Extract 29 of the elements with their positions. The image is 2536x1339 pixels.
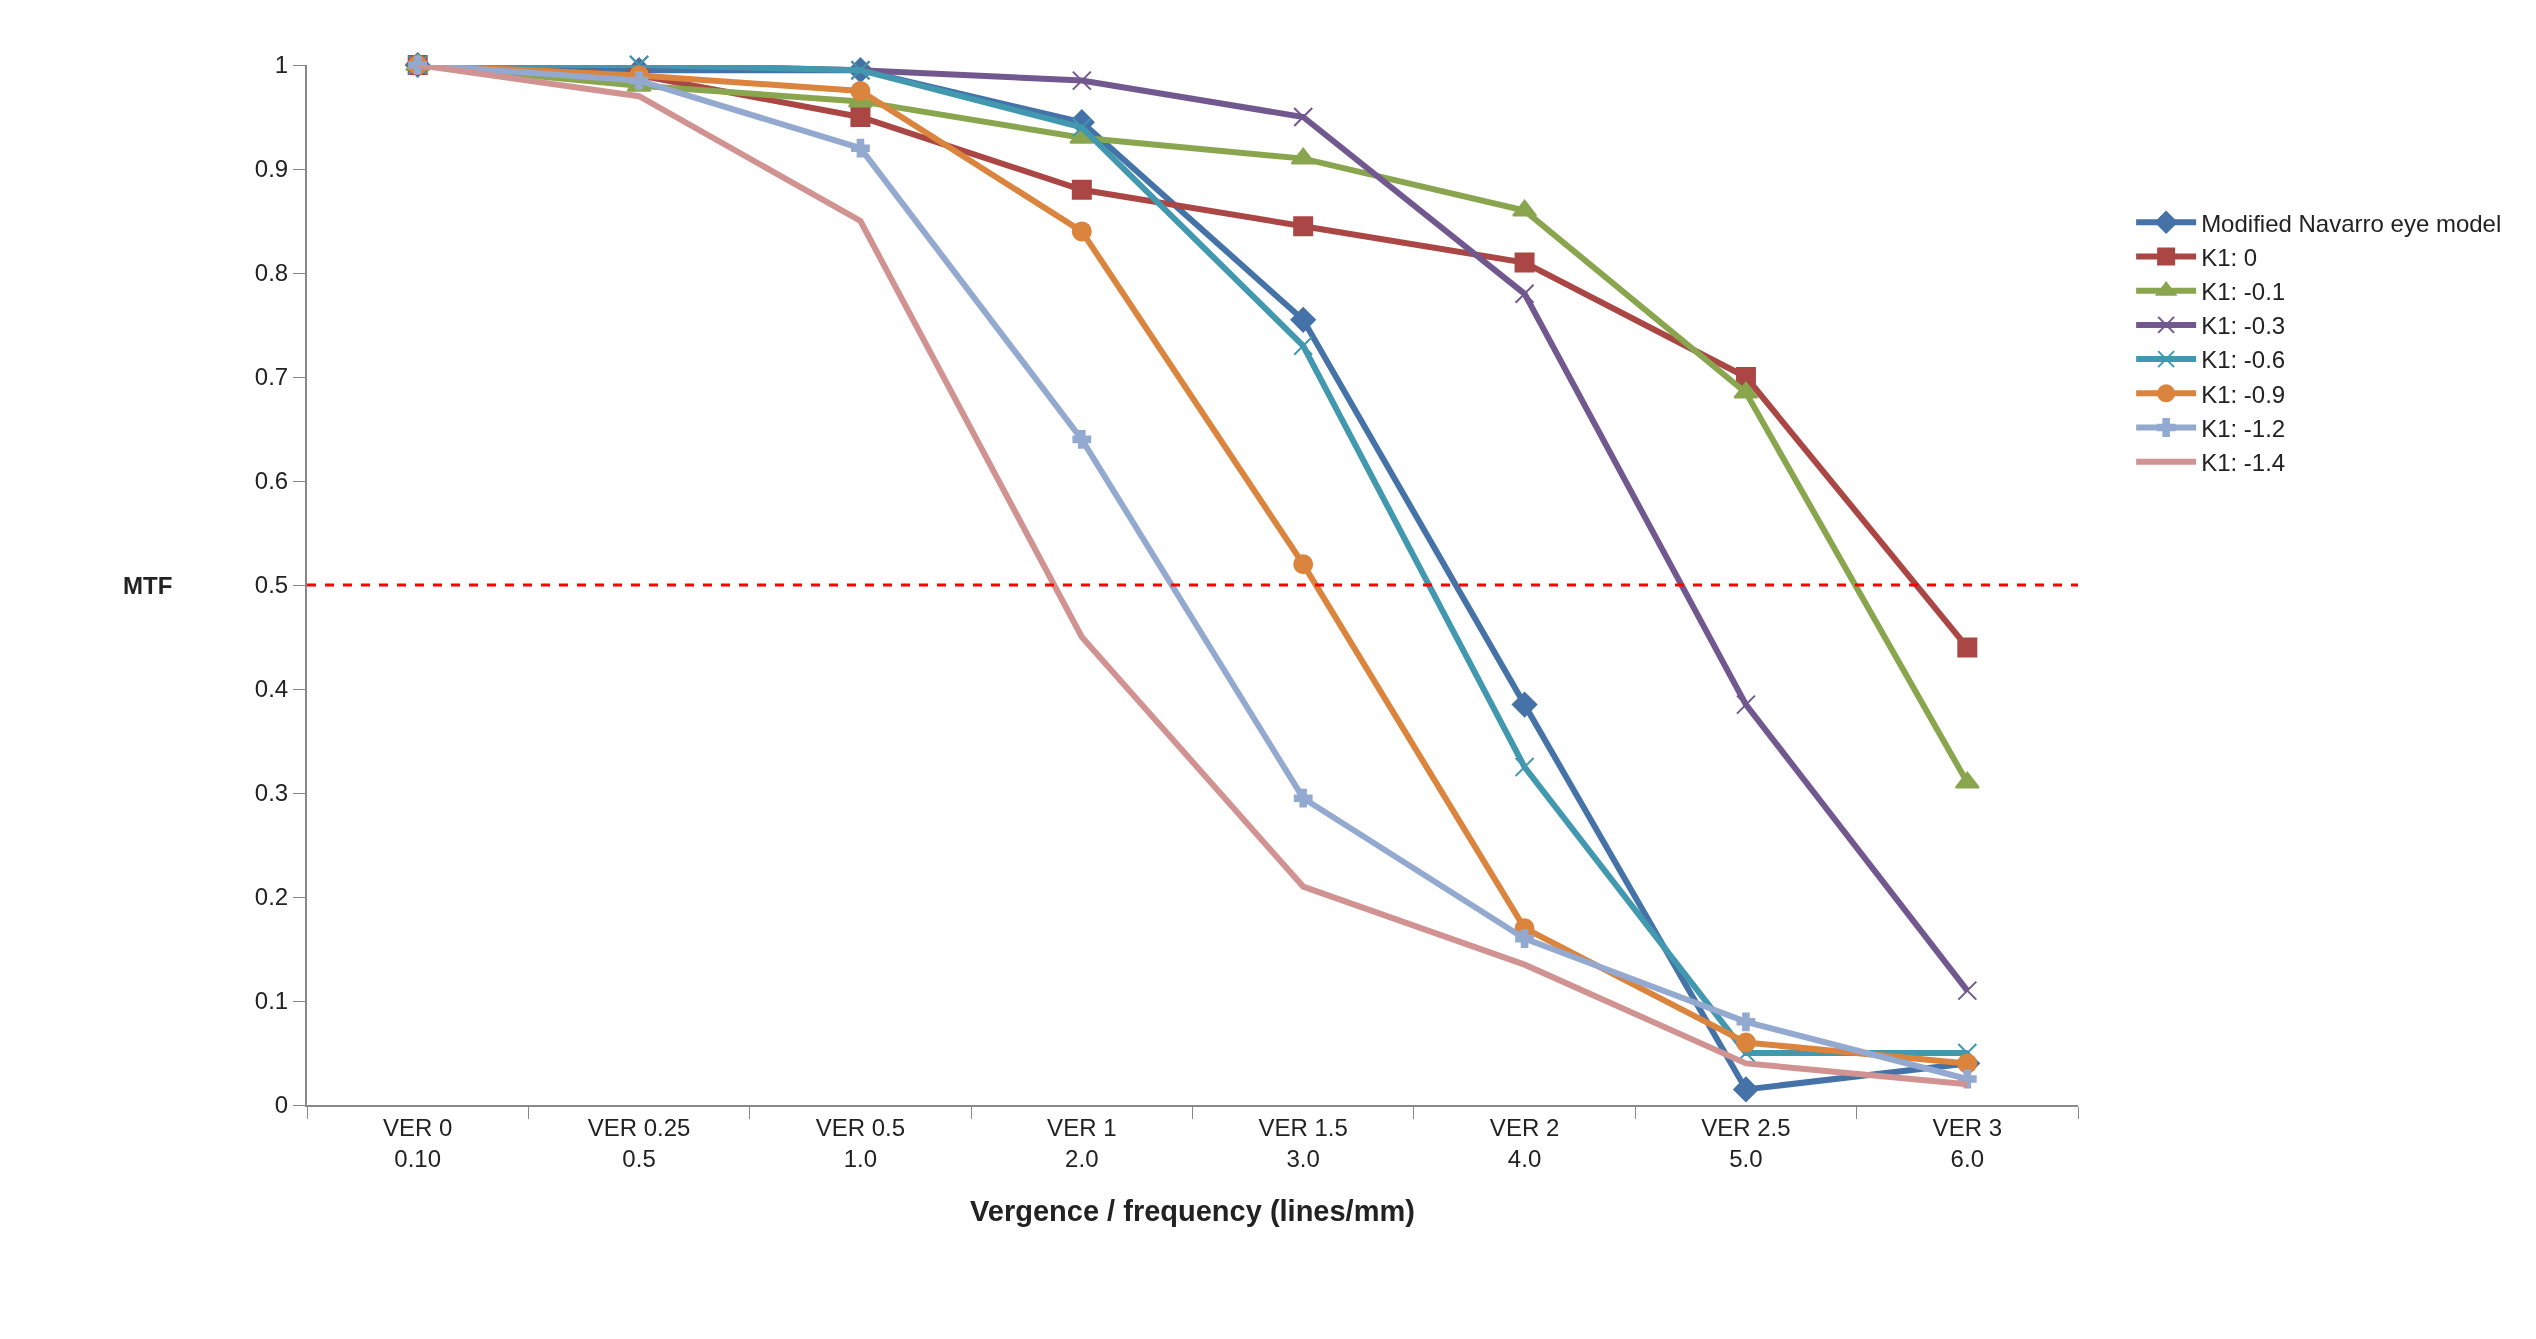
y-tick-label: 1 — [274, 51, 289, 79]
legend-label: K1: -1.4 — [2201, 449, 2286, 477]
y-tick-label: 0.2 — [254, 883, 289, 911]
x-tick-label: VER 0.5 1.0 — [815, 1113, 906, 1172]
y-tick-label: 0.7 — [254, 363, 289, 391]
legend-label: K1: -0.1 — [2201, 278, 2286, 306]
y-tick-label: 0.3 — [254, 779, 289, 807]
legend-label: K1: -1.2 — [2201, 414, 2286, 442]
y-tick-label: 0.8 — [254, 259, 289, 287]
legend-label: K1: 0 — [2201, 243, 2258, 271]
x-tick-label: VER 2.5 5.0 — [1701, 1113, 1791, 1172]
legend-label: Modified Navarro eye model — [2201, 209, 2502, 237]
y-tick-label: 0.5 — [254, 571, 289, 599]
x-tick-label: VER 1 2.0 — [1047, 1113, 1117, 1172]
x-axis-title: Vergence / frequency (lines/mm) — [970, 1195, 1415, 1228]
x-tick-label: VER 0 0.10 — [383, 1113, 453, 1172]
legend-label: K1: -0.6 — [2201, 346, 2286, 374]
x-tick-label: VER 3 6.0 — [1932, 1113, 2002, 1172]
y-tick-label: 0.1 — [254, 987, 289, 1015]
y-tick-label: 0 — [274, 1091, 289, 1119]
y-tick-label: 0.9 — [254, 155, 289, 183]
y-tick-label: 0.6 — [254, 467, 289, 495]
y-axis-title: MTF — [123, 572, 173, 599]
y-tick-label: 0.4 — [254, 675, 289, 703]
x-tick-label: VER 2 4.0 — [1489, 1113, 1560, 1172]
x-tick-label: VER 1.5 3.0 — [1258, 1113, 1348, 1172]
legend-label: K1: -0.3 — [2201, 312, 2286, 340]
x-tick-label: VER 0.25 0.5 — [587, 1113, 691, 1172]
legend-label: K1: -0.9 — [2201, 380, 2286, 408]
